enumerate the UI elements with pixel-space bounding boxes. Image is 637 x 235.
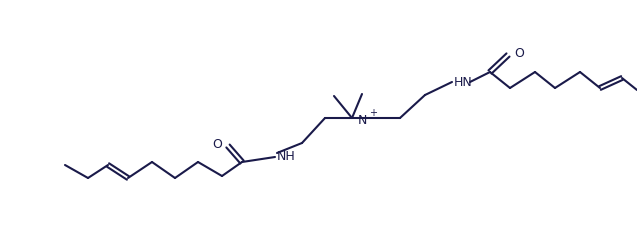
Text: N: N — [357, 114, 367, 126]
Text: O: O — [514, 47, 524, 59]
Text: HN: HN — [454, 75, 473, 89]
Text: +: + — [369, 108, 377, 118]
Text: NH: NH — [277, 149, 296, 162]
Text: O: O — [212, 138, 222, 152]
